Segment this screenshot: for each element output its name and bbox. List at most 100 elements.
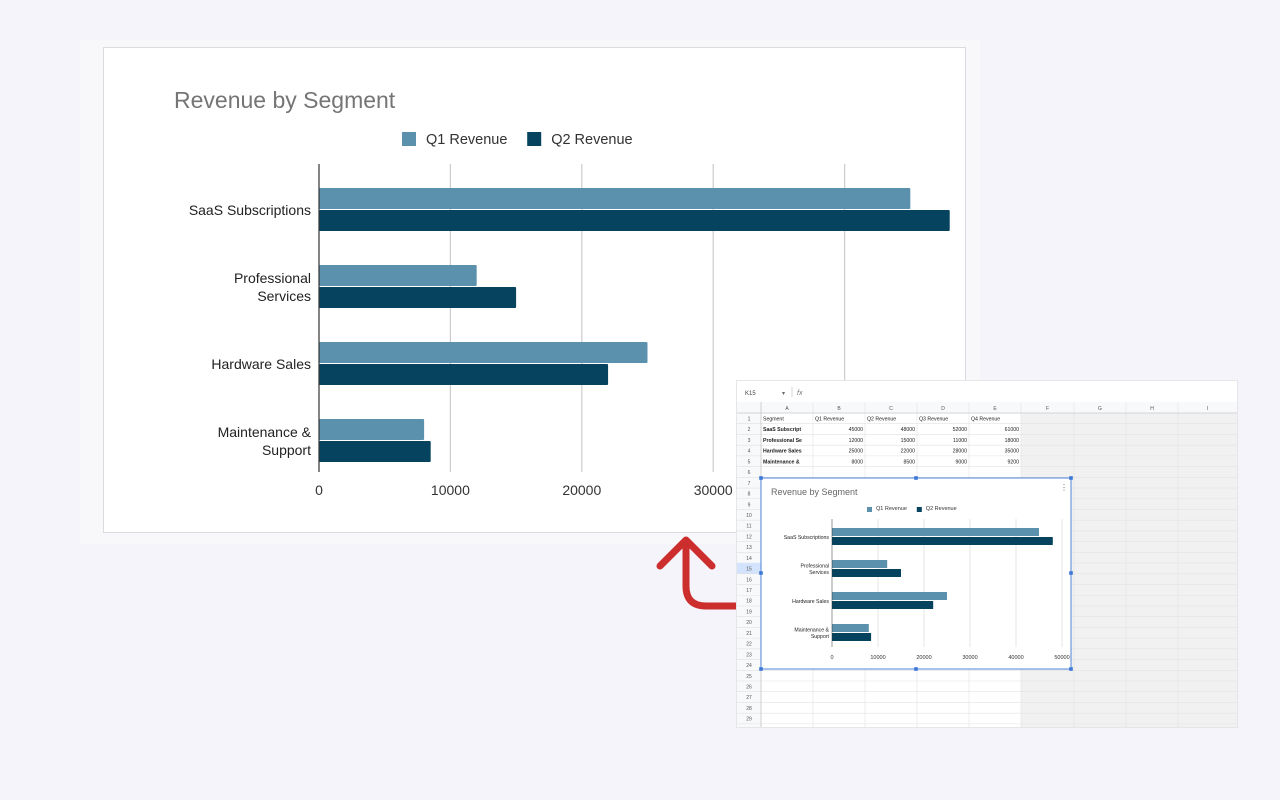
row-number[interactable]: 18: [746, 599, 752, 605]
legend-swatch: [916, 507, 922, 512]
category-label: Maintenance &: [218, 424, 312, 440]
cell[interactable]: 52000: [953, 427, 968, 433]
row-number[interactable]: 3: [748, 438, 751, 444]
row-number[interactable]: 10: [746, 513, 752, 519]
cell[interactable]: Segment: [763, 417, 784, 423]
row-number[interactable]: 5: [748, 459, 751, 465]
cell[interactable]: 35000: [1005, 449, 1020, 455]
category-label: SaaS Subscriptions: [189, 202, 311, 218]
cell[interactable]: Q3 Revenue: [919, 417, 948, 423]
row-number[interactable]: 4: [748, 449, 751, 455]
bar: [832, 601, 934, 609]
category-label: Professional: [800, 564, 829, 570]
row-number[interactable]: 1: [748, 417, 751, 423]
bar: [319, 287, 517, 308]
bar: [319, 265, 477, 286]
cell[interactable]: 15000: [901, 438, 916, 444]
row-number[interactable]: 28: [746, 706, 752, 712]
cell[interactable]: 48000: [901, 427, 916, 433]
row-number[interactable]: 20: [746, 620, 752, 626]
chart-card[interactable]: Revenue by Segment Q1 Revenue Q2 Revenue 0…: [103, 47, 966, 533]
x-tick-label: 10000: [870, 655, 885, 661]
bar: [832, 537, 1053, 545]
cell[interactable]: 9000: [955, 459, 967, 465]
cell[interactable]: SaaS Subscript: [763, 427, 801, 433]
row-number[interactable]: 12: [746, 534, 752, 540]
legend-label: Q2 Revenue: [551, 132, 632, 148]
row-number[interactable]: 17: [746, 588, 752, 594]
cell[interactable]: Maintenance &: [763, 459, 800, 465]
row-number[interactable]: 6: [748, 470, 751, 476]
column-header[interactable]: G: [1098, 406, 1102, 412]
fx-icon: fx: [797, 390, 803, 397]
legend-swatch: [867, 507, 872, 512]
row-number[interactable]: 26: [746, 685, 752, 691]
cell[interactable]: Professional Se: [763, 438, 802, 444]
cell[interactable]: 25000: [849, 449, 864, 455]
bar: [832, 528, 1039, 536]
cell[interactable]: Q2 Revenue: [867, 417, 896, 423]
cell[interactable]: 28000: [953, 449, 968, 455]
chart-title: Revenue by Segment: [174, 87, 396, 113]
row-number[interactable]: 2: [748, 427, 751, 433]
row-number[interactable]: 21: [746, 631, 752, 637]
row-number[interactable]: 29: [746, 717, 752, 723]
row-number[interactable]: 15: [746, 567, 752, 573]
column-header[interactable]: E: [993, 406, 997, 412]
cell[interactable]: Q1 Revenue: [815, 417, 844, 423]
name-box[interactable]: K15: [745, 391, 756, 397]
bar: [832, 592, 947, 600]
chevron-down-icon[interactable]: ▾: [782, 391, 785, 397]
bar: [319, 364, 609, 385]
cell[interactable]: 12000: [849, 438, 864, 444]
column-header[interactable]: C: [889, 406, 893, 412]
bar: [319, 188, 911, 209]
cell[interactable]: 8000: [851, 459, 863, 465]
x-tick-label: 30000: [962, 655, 977, 661]
row-number[interactable]: 24: [746, 663, 752, 669]
chart-preview-enlarged: Revenue by Segment Q1 Revenue Q2 Revenue 0…: [80, 40, 980, 544]
row-number[interactable]: 13: [746, 545, 752, 551]
cell[interactable]: Q4 Revenue: [971, 417, 1000, 423]
row-number[interactable]: 19: [746, 609, 752, 615]
more-vert-icon[interactable]: ⋮: [1060, 483, 1068, 492]
column-header[interactable]: B: [837, 406, 841, 412]
category-label: Services: [809, 570, 829, 576]
bar-chart-large: Revenue by Segment Q1 Revenue Q2 Revenue 0…: [174, 87, 950, 498]
row-number[interactable]: 27: [746, 695, 752, 701]
row-number[interactable]: 16: [746, 577, 752, 583]
cell[interactable]: 8500: [903, 459, 915, 465]
row-number[interactable]: 9: [748, 502, 751, 508]
x-tick-label: 0: [830, 655, 833, 661]
row-number[interactable]: 14: [746, 556, 752, 562]
bar: [832, 569, 901, 577]
row-number[interactable]: 23: [746, 652, 752, 658]
embedded-chart[interactable]: Revenue by Segment ⋮ Q1 Revenue Q2 Revenue 0…: [759, 476, 1073, 671]
cell[interactable]: 61000: [1005, 427, 1020, 433]
bar: [832, 633, 872, 641]
category-label: Maintenance &: [794, 628, 829, 634]
category-label: Support: [262, 442, 311, 458]
row-number[interactable]: 8: [748, 492, 751, 498]
x-tick-label: 0: [315, 482, 323, 498]
column-header[interactable]: H: [1150, 406, 1154, 412]
legend-swatch: [527, 132, 542, 146]
x-tick-label: 20000: [562, 482, 601, 498]
row-number[interactable]: 7: [748, 481, 751, 487]
bar: [319, 441, 431, 462]
column-header[interactable]: F: [1046, 406, 1049, 412]
column-header[interactable]: A: [785, 406, 789, 412]
x-tick-label: 20000: [916, 655, 931, 661]
cell[interactable]: 45000: [849, 427, 864, 433]
column-header[interactable]: D: [941, 406, 945, 412]
row-number[interactable]: 22: [746, 642, 752, 648]
row-number[interactable]: 11: [746, 524, 751, 530]
bar: [319, 210, 950, 231]
cell[interactable]: 18000: [1005, 438, 1020, 444]
cell[interactable]: 11000: [953, 438, 967, 444]
cell[interactable]: 9200: [1007, 459, 1019, 465]
cell[interactable]: Hardware Sales: [763, 449, 802, 455]
cell[interactable]: 22000: [901, 449, 916, 455]
row-number[interactable]: 25: [746, 674, 752, 680]
column-header[interactable]: I: [1207, 406, 1208, 412]
